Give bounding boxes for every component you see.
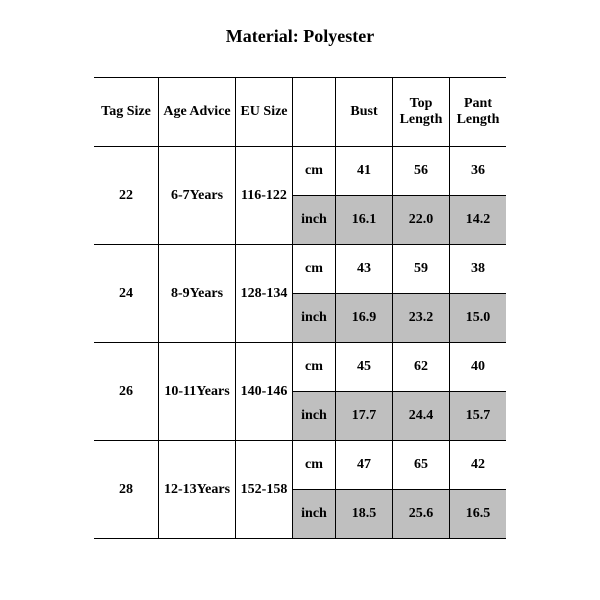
cell-unit-cm: cm xyxy=(293,245,336,294)
col-age-advice: Age Advice xyxy=(159,78,236,147)
cell-bust: 41 xyxy=(336,147,393,196)
cell-top: 62 xyxy=(393,343,450,392)
table-header-row: Tag Size Age Advice EU Size Bust Top Len… xyxy=(94,78,506,147)
col-bust: Bust xyxy=(336,78,393,147)
cell-pant: 42 xyxy=(450,441,507,490)
cell-pant: 16.5 xyxy=(450,490,507,539)
cell-bust: 43 xyxy=(336,245,393,294)
cell-eu-size: 128-134 xyxy=(236,245,293,343)
cell-top: 22.0 xyxy=(393,196,450,245)
cell-eu-size: 152-158 xyxy=(236,441,293,539)
col-pant-length: Pant Length xyxy=(450,78,507,147)
cell-top: 56 xyxy=(393,147,450,196)
cell-bust: 47 xyxy=(336,441,393,490)
col-tag-size: Tag Size xyxy=(94,78,159,147)
cell-bust: 16.1 xyxy=(336,196,393,245)
table-row: 26 10-11Years 140-146 cm 45 62 40 xyxy=(94,343,506,392)
cell-tag-size: 22 xyxy=(94,147,159,245)
size-table: Tag Size Age Advice EU Size Bust Top Len… xyxy=(94,77,506,539)
table-row: 28 12-13Years 152-158 cm 47 65 42 xyxy=(94,441,506,490)
table-row: 22 6-7Years 116-122 cm 41 56 36 xyxy=(94,147,506,196)
cell-unit-inch: inch xyxy=(293,490,336,539)
cell-tag-size: 24 xyxy=(94,245,159,343)
cell-unit-inch: inch xyxy=(293,392,336,441)
col-unit xyxy=(293,78,336,147)
cell-tag-size: 26 xyxy=(94,343,159,441)
cell-top: 59 xyxy=(393,245,450,294)
cell-unit-cm: cm xyxy=(293,441,336,490)
cell-unit-inch: inch xyxy=(293,196,336,245)
cell-pant: 14.2 xyxy=(450,196,507,245)
cell-pant: 36 xyxy=(450,147,507,196)
col-eu-size: EU Size xyxy=(236,78,293,147)
cell-unit-inch: inch xyxy=(293,294,336,343)
cell-eu-size: 116-122 xyxy=(236,147,293,245)
cell-bust: 17.7 xyxy=(336,392,393,441)
cell-pant: 40 xyxy=(450,343,507,392)
cell-age-advice: 6-7Years xyxy=(159,147,236,245)
cell-unit-cm: cm xyxy=(293,343,336,392)
page: Material: Polyester Tag Size Age Advice … xyxy=(0,0,600,600)
cell-pant: 15.0 xyxy=(450,294,507,343)
cell-age-advice: 10-11Years xyxy=(159,343,236,441)
cell-unit-cm: cm xyxy=(293,147,336,196)
cell-age-advice: 8-9Years xyxy=(159,245,236,343)
cell-top: 25.6 xyxy=(393,490,450,539)
col-top-length: Top Length xyxy=(393,78,450,147)
page-title: Material: Polyester xyxy=(0,26,600,47)
cell-tag-size: 28 xyxy=(94,441,159,539)
cell-bust: 45 xyxy=(336,343,393,392)
cell-bust: 16.9 xyxy=(336,294,393,343)
table-row: 24 8-9Years 128-134 cm 43 59 38 xyxy=(94,245,506,294)
cell-age-advice: 12-13Years xyxy=(159,441,236,539)
cell-top: 23.2 xyxy=(393,294,450,343)
cell-top: 65 xyxy=(393,441,450,490)
cell-pant: 15.7 xyxy=(450,392,507,441)
cell-pant: 38 xyxy=(450,245,507,294)
cell-bust: 18.5 xyxy=(336,490,393,539)
cell-eu-size: 140-146 xyxy=(236,343,293,441)
cell-top: 24.4 xyxy=(393,392,450,441)
